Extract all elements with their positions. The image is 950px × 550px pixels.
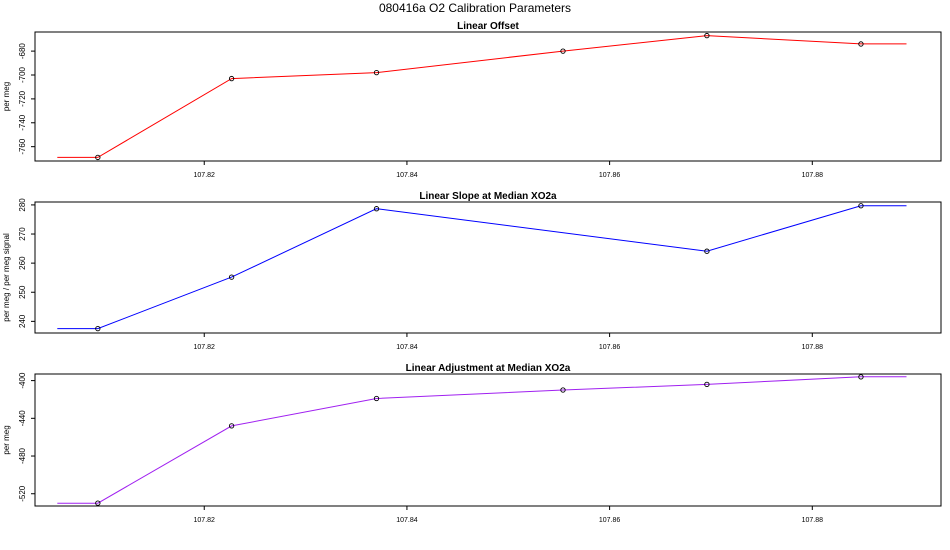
chart-1-title: Linear Offset	[457, 21, 519, 32]
chart-2-point	[228, 274, 235, 280]
chart-3-point	[373, 395, 380, 402]
chart-3-point	[560, 387, 566, 393]
chart-1-point	[560, 48, 566, 54]
chart-2-ytick-label: 280	[18, 198, 27, 212]
chart-2-series-line	[57, 205, 907, 330]
chart-2-ytick-label: 240	[18, 314, 27, 328]
chart-1-point	[704, 32, 710, 39]
chart-2-xtick-label: 107.84	[396, 344, 418, 351]
chart-1-xtick-label: 107.86	[599, 172, 621, 179]
chart-1-point	[228, 75, 235, 82]
chart-3-ylabel: per meg	[2, 425, 11, 454]
chart-2-point	[95, 325, 101, 332]
chart-1: Linear Offset per meg -760 -740 -720 -700 -680…	[2, 21, 942, 179]
chart-1-point	[858, 41, 864, 47]
chart-1-point	[373, 69, 380, 76]
chart-2-xtick-label: 107.88	[802, 344, 824, 351]
chart-1-ytick-label: -680	[18, 43, 27, 60]
chart-1-frame	[34, 31, 942, 162]
chart-3-ytick-label: -520	[18, 485, 27, 502]
chart-1-series-line	[57, 35, 907, 158]
chart-2-title: Linear Slope at Median XO2a	[419, 191, 557, 202]
chart-2-point	[858, 203, 864, 209]
chart-3-title: Linear Adjustment at Median XO2a	[406, 363, 571, 374]
chart-1-xtick-label: 107.82	[194, 172, 216, 179]
chart-3-ytick-label: -440	[18, 410, 27, 427]
chart-1-xtick-label: 107.84	[396, 172, 418, 179]
chart-1-ytick-label: -700	[18, 66, 27, 83]
chart-1-ytick-label: -740	[18, 114, 27, 131]
chart-2: Linear Slope at Median XO2a per meg / per…	[2, 191, 942, 351]
chart-3-point	[858, 374, 864, 380]
chart-3-frame	[34, 373, 942, 507]
chart-3-point	[95, 500, 101, 506]
chart-3-xtick-label: 107.84	[396, 517, 418, 524]
chart-1-xtick-label: 107.88	[802, 172, 824, 179]
chart-3-xtick-label: 107.82	[194, 517, 216, 524]
chart-3-point	[228, 423, 235, 429]
chart-3-series-line	[57, 376, 907, 504]
chart-2-point	[704, 248, 710, 254]
chart-2-xtick-label: 107.86	[599, 344, 621, 351]
chart-2-ytick-label: 250	[18, 285, 27, 299]
chart-1-point	[95, 154, 101, 161]
chart-1-ytick-label: -720	[18, 90, 27, 107]
chart-3-ytick-label: -400	[18, 372, 27, 389]
chart-2-ylabel: per meg / per meg signal	[2, 233, 11, 322]
chart-1-ytick-label: -760	[18, 138, 27, 155]
chart-2-xtick-label: 107.82	[194, 344, 216, 351]
chart-2-frame	[34, 201, 942, 334]
figure-main-title: 080416a O2 Calibration Parameters	[378, 1, 572, 15]
chart-3-xtick-label: 107.88	[802, 517, 824, 524]
chart-3-ytick-label: -480	[18, 447, 27, 464]
chart-1-ylabel: per meg	[2, 82, 11, 111]
chart-2-point	[373, 206, 380, 212]
chart-2-ytick-label: 260	[18, 256, 27, 270]
chart-3-point	[704, 381, 710, 388]
chart-3-xtick-label: 107.86	[599, 517, 621, 524]
chart-2-ytick-label: 270	[18, 227, 27, 241]
